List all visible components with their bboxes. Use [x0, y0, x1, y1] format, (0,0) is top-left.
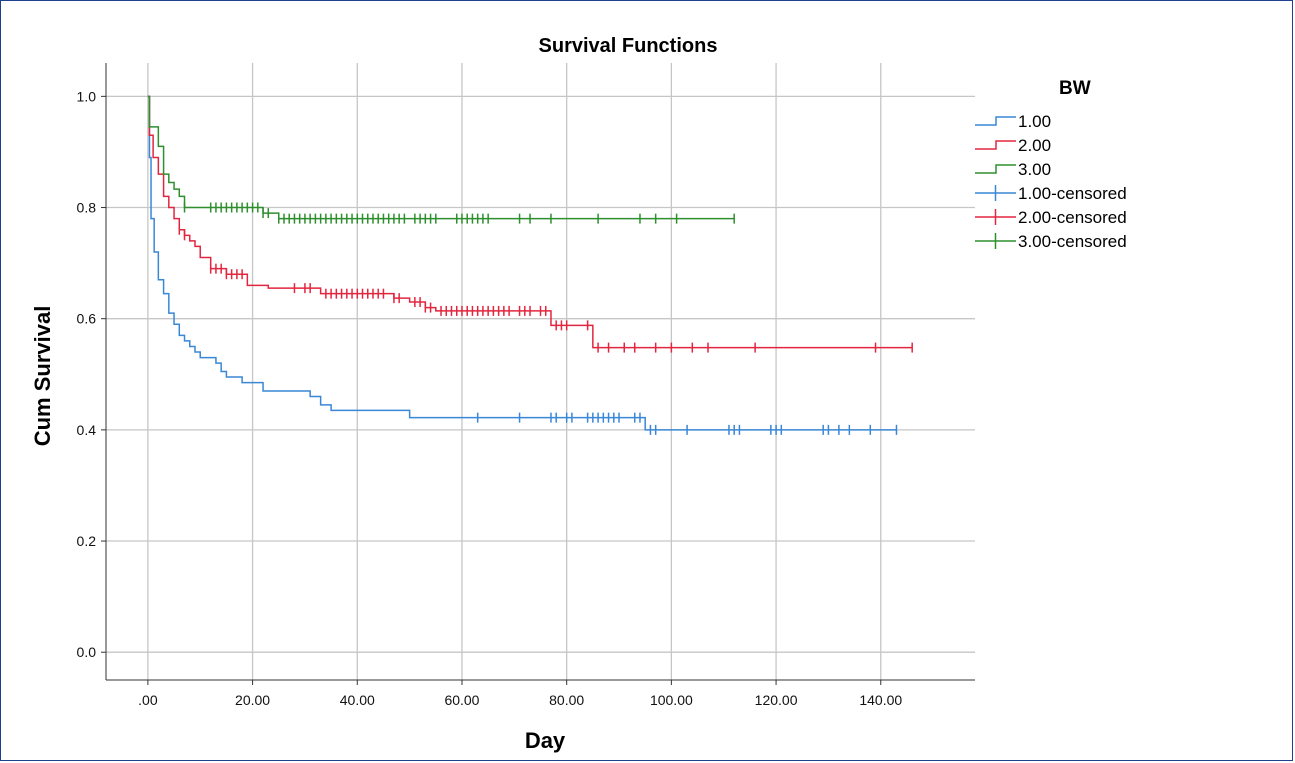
legend-step-icon [975, 116, 1016, 126]
y-tick-label: 1.0 [77, 88, 97, 104]
x-tick-label: 20.00 [235, 692, 270, 708]
legend-label: 1.00 [1018, 112, 1051, 131]
y-tick-label: 0.6 [77, 311, 97, 327]
legend-label: 2.00 [1018, 136, 1051, 155]
legend-label: 1.00-censored [1018, 184, 1127, 203]
legend-step-icon [975, 164, 1016, 174]
x-tick-label: 140.00 [859, 692, 902, 708]
x-tick-label: 40.00 [340, 692, 375, 708]
x-tick-label: 120.00 [755, 692, 798, 708]
legend: BW 1.00 2.00 3.00 1.00-censored 2.00-censore… [975, 78, 1127, 251]
x-tick-label: 60.00 [444, 692, 479, 708]
chart-title: Survival Functions [539, 35, 718, 57]
y-axis-label: Cum Survival [30, 306, 55, 447]
y-tick-label: 0.2 [77, 533, 97, 549]
legend-title: BW [1059, 78, 1091, 99]
legend-label: 3.00 [1018, 160, 1051, 179]
legend-step-icon [975, 140, 1016, 150]
legend-label: 3.00-censored [1018, 232, 1127, 251]
series-line-1.00 [147, 95, 897, 431]
series-line-3.00 [147, 95, 735, 220]
x-axis-label: Day [525, 728, 566, 753]
y-tick-label: 0.8 [77, 200, 97, 216]
plot-area: .00 20.00 40.00 60.00 80.00 100.00 120.00 140.0… [77, 63, 975, 708]
x-tick-label: .00 [138, 692, 158, 708]
x-tick-label: 100.00 [650, 692, 693, 708]
legend-label: 2.00-censored [1018, 208, 1127, 227]
y-tick-label: 0.0 [77, 644, 97, 660]
x-tick-label: 80.00 [549, 692, 584, 708]
y-tick-label: 0.4 [77, 422, 97, 438]
